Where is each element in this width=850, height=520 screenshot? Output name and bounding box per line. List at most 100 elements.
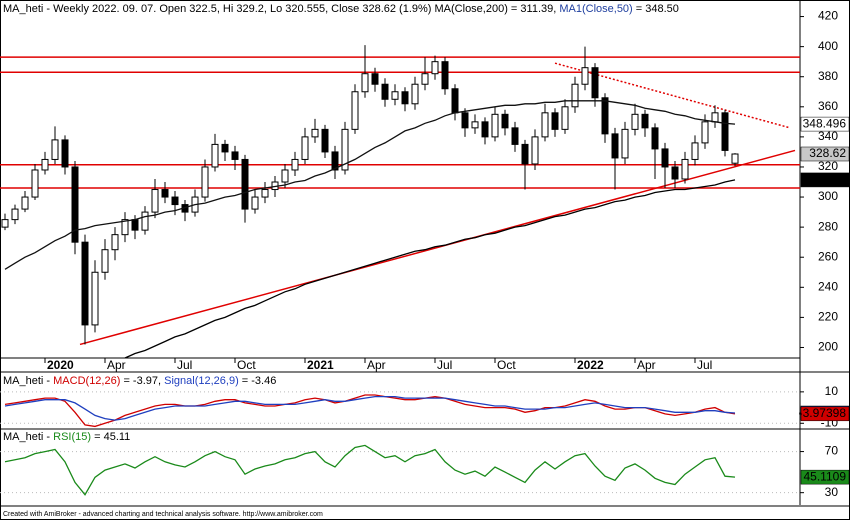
y-tick-label: 240 <box>818 279 838 293</box>
candle-body <box>461 112 469 129</box>
candle-body <box>231 151 239 160</box>
last-value-label: 311.385 <box>804 172 847 186</box>
candle-body <box>701 121 709 144</box>
candle-body <box>41 158 49 171</box>
candle-body <box>81 241 89 326</box>
candle-body <box>631 113 639 130</box>
candle-body <box>281 169 289 183</box>
y-tick-label: 320 <box>818 159 838 173</box>
candle-body <box>201 166 209 198</box>
candle-body <box>641 113 649 129</box>
candle-body <box>141 211 149 231</box>
candle-body <box>621 128 629 159</box>
y-tick-label: 400 <box>818 39 838 53</box>
candle-body <box>731 153 739 164</box>
candle-body <box>711 112 719 123</box>
y-tick-label: 260 <box>818 249 838 263</box>
candle-body <box>11 208 19 221</box>
y-tick-label: 70 <box>825 444 839 458</box>
y-tick-label: 420 <box>818 9 838 23</box>
x-tick-label: Apr <box>637 358 656 372</box>
candle-body <box>611 133 619 159</box>
candle-body <box>671 166 679 180</box>
series-line <box>4 100 736 270</box>
candle-body <box>551 112 559 130</box>
header-part: MA_heti - Weekly 2022. 09. 07. Open 322.… <box>3 3 559 15</box>
header-part: MA1(Close,50) <box>559 3 632 15</box>
candle-body <box>481 121 489 138</box>
x-tick-label: Jul <box>697 358 712 372</box>
x-tick-label: Jul <box>177 358 192 372</box>
candle-body <box>311 128 319 138</box>
last-value-box <box>800 116 850 132</box>
candle-body <box>241 158 249 210</box>
candle-body <box>31 169 39 198</box>
candle-body <box>521 143 529 165</box>
candle-body <box>691 142 699 160</box>
candle-body <box>581 67 589 85</box>
y-tick-label: 10 <box>825 384 839 398</box>
x-tick-label: 2022 <box>577 358 604 372</box>
x-tick-label: 2021 <box>307 358 334 372</box>
candle-body <box>471 121 479 129</box>
candle-body <box>1 219 9 228</box>
candle-body <box>361 73 369 93</box>
candle-body <box>211 143 219 168</box>
x-tick-label: Oct <box>497 358 516 372</box>
candle-body <box>541 112 549 138</box>
x-tick-label: 2020 <box>47 358 74 372</box>
y-tick-label: 340 <box>818 129 838 143</box>
candle-body <box>491 113 499 138</box>
y-tick-label: 30 <box>825 485 839 499</box>
trendline <box>79 149 796 346</box>
candle-body <box>91 271 99 326</box>
candle-body <box>431 61 439 75</box>
candle-body <box>101 249 109 273</box>
series-line <box>4 395 736 421</box>
header-part: = 348.50 <box>633 3 679 15</box>
panel-header: MA_heti - Weekly 2022. 09. 07. Open 322.… <box>3 3 679 15</box>
x-tick-label: Apr <box>367 358 386 372</box>
last-value-label: 328.62 <box>809 146 846 160</box>
plot-area <box>0 444 800 496</box>
plot-area <box>0 391 800 428</box>
candle-body <box>321 128 329 153</box>
header-part: = 45.11 <box>91 431 130 443</box>
candle-body <box>171 196 179 206</box>
candle-body <box>381 83 389 100</box>
last-value-label: 348.496 <box>803 116 847 130</box>
series-line <box>4 394 736 428</box>
candle-body <box>251 196 259 210</box>
header-part: MACD(12,26) <box>53 375 120 387</box>
header-part: = -3.46 <box>239 375 277 387</box>
candle-body <box>721 112 729 151</box>
candle-body <box>411 83 419 105</box>
header-part: RSI(15) <box>53 431 91 443</box>
last-value-box <box>800 172 850 188</box>
plot-area <box>0 45 800 358</box>
footer: Created with AmiBroker - advanced charti… <box>3 511 323 518</box>
candle-body <box>681 158 689 180</box>
y-tick-label: 380 <box>818 69 838 83</box>
candle-body <box>571 83 579 108</box>
candle-body <box>121 219 129 236</box>
x-tick-label: Jul <box>437 358 452 372</box>
panel-header: MA_heti - RSI(15) = 45.11 <box>3 431 130 443</box>
series-line <box>122 179 736 358</box>
last-value-box <box>800 146 850 162</box>
candle-body <box>401 91 409 105</box>
candle-body <box>451 88 459 114</box>
candle-body <box>151 189 159 213</box>
header-part: Signal(12,26,9) <box>164 375 239 387</box>
candle-body <box>531 136 539 165</box>
candle-body <box>341 128 349 171</box>
x-tick-label: Apr <box>107 358 126 372</box>
header-part: MA_heti - <box>3 375 53 387</box>
candle-body <box>661 148 669 168</box>
candle-body <box>51 139 59 160</box>
candle-body <box>591 67 599 99</box>
candle-body <box>291 158 299 171</box>
candle-body <box>131 219 139 231</box>
candle-body <box>371 73 379 85</box>
